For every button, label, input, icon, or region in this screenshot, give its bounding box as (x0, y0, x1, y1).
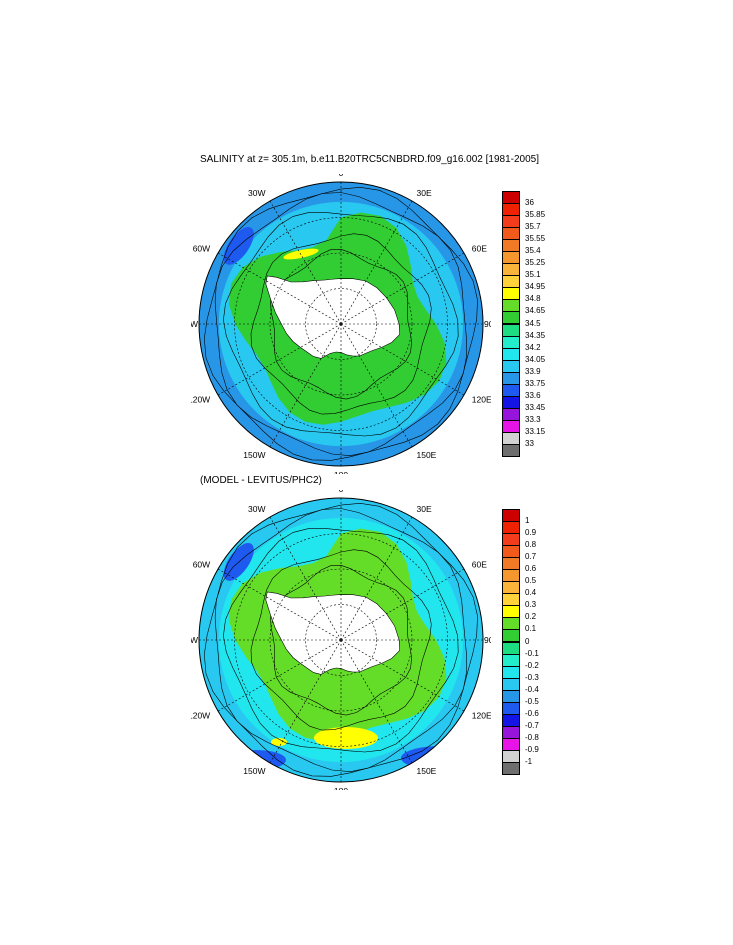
colorbar-tick-label: 34.8 (525, 294, 541, 304)
colorbar-tick-label: 0.4 (525, 588, 537, 598)
colorbar-tick-label: 0.8 (525, 540, 537, 550)
salinity-colorbar: 36 35.85 35.7 35.55 35.4 35.25 35.1 34.95 34.8 34… (500, 191, 560, 457)
longitude-label: 60W (193, 560, 210, 570)
colorbar-tick-label: -0.1 (525, 648, 539, 658)
longitude-label: 180 (334, 786, 348, 790)
colorbar-tick-label: 33 (525, 438, 534, 448)
colorbar-tick-label: 35.85 (525, 210, 546, 220)
longitude-label: 90W (191, 319, 198, 329)
longitude-label: 150W (243, 450, 265, 460)
colorbar-tick-label: 0.7 (525, 552, 537, 562)
colorbar-tick-label: -0.9 (525, 744, 539, 754)
colorbar-tick-label: -0.7 (525, 720, 539, 730)
longitude-label: 0 (339, 174, 344, 178)
colorbar-tick-label: -0.5 (525, 696, 539, 706)
colorbar-tick-label: 34.5 (525, 318, 541, 328)
longitude-label: 150E (417, 450, 437, 460)
longitude-label: 120W (191, 395, 210, 405)
longitude-label: 30W (248, 504, 265, 514)
colorbar-tick-label: 0.6 (525, 564, 537, 574)
contour-line (214, 192, 468, 457)
longitude-label: 60W (193, 244, 210, 254)
antarctica-landmass (265, 275, 401, 359)
antarctica-landmass (265, 591, 401, 675)
contour-line (203, 502, 478, 777)
colorbar-tick-label: 33.9 (525, 366, 541, 376)
longitude-label: 180 (334, 470, 348, 474)
ocean-field (199, 498, 483, 782)
longitude-label: 60E (472, 560, 487, 570)
difference-colorbar: 1 0.9 0.8 0.7 0.6 0.5 0.4 0.3 0.2 0.1 0 -0.1 -0.2 -0.… (500, 509, 560, 775)
low-patch-south (401, 746, 481, 770)
latitude-circle (269, 568, 413, 712)
longitude-label: 30E (417, 504, 432, 514)
longitude-label: 90E (484, 319, 491, 329)
colorbar-tick-label: 36 (525, 198, 534, 208)
longitude-label: 150E (417, 766, 437, 776)
colorbar-tick-label: 0 (525, 636, 530, 646)
colorbar-tick-label: 33.15 (525, 426, 546, 436)
longitude-label: 150W (243, 766, 265, 776)
colorbar-tick-label: 33.75 (525, 378, 546, 388)
ocean-field (199, 182, 483, 466)
colorbar-tick-label: 34.95 (525, 282, 546, 292)
map-border (198, 181, 484, 467)
peak-patch (314, 727, 378, 749)
colorbar-tick-label: 33.6 (525, 390, 541, 400)
colorbar-tick-label: -0.3 (525, 672, 539, 682)
colorbar-tick-label: 34.05 (525, 354, 546, 364)
latitude-circle (234, 217, 448, 431)
longitude-label: 30E (417, 188, 432, 198)
peak-patch (283, 248, 319, 260)
colorbar-tick-label: 33.3 (525, 414, 541, 424)
latitude-circle (234, 533, 448, 747)
peak-patch-small (271, 738, 287, 746)
map-border (198, 497, 484, 783)
colorbar-tick-label: 0.9 (525, 528, 537, 538)
colorbar-tick-label: 35.25 (525, 258, 546, 268)
longitude-label: 60E (472, 244, 487, 254)
longitude-label: 0 (339, 490, 344, 494)
latitude-circle (269, 252, 413, 396)
longitude-label: 30W (248, 188, 265, 198)
latitude-circle (305, 604, 377, 676)
contour-line (250, 549, 432, 731)
difference-map-title: (MODEL - LEVITUS/PHC2) (200, 475, 322, 486)
colorbar-tick-label: -0.4 (525, 684, 539, 694)
map-title: SALINITY at z= 305.1m, b.e11.B20TRC5CNBD… (200, 154, 539, 165)
contour-line (214, 508, 468, 773)
colorbar-tick-label: 34.65 (525, 306, 546, 316)
difference-polar-map: 0 30E 60E 90E 120E 150E 180 150W 120W 90W 60W 30W (191, 490, 491, 790)
longitude-label: 120E (472, 395, 491, 405)
colorbar-tick-label: 0.3 (525, 600, 537, 610)
salinity-polar-map: 0 30E 60E 90E 120E 150E 180 150W 120W 90W 60W 30W (191, 174, 491, 474)
colorbar-tick-label: 35.1 (525, 270, 541, 280)
colorbar-tick-label: -1 (525, 756, 533, 766)
colorbar-tick-label: -0.8 (525, 732, 539, 742)
colorbar-tick-label: 33.45 (525, 402, 546, 412)
longitude-label: 120W (191, 711, 210, 721)
colorbar-tick-label: 0.1 (525, 624, 537, 634)
colorbar-tick-label: 35.55 (525, 234, 546, 244)
longitude-label: 120E (472, 711, 491, 721)
colorbar-tick-label: 1 (525, 516, 530, 526)
latitude-circle (305, 288, 377, 360)
contour-line (203, 186, 478, 461)
longitude-label: 90W (191, 635, 198, 645)
colorbar-swatch (502, 443, 520, 457)
colorbar-tick-label: 35.4 (525, 246, 541, 256)
colorbar-tick-label: -0.2 (525, 660, 539, 670)
colorbar-tick-label: 34.35 (525, 330, 546, 340)
colorbar-tick-label: 0.2 (525, 612, 537, 622)
colorbar-tick-label: -0.6 (525, 708, 539, 718)
colorbar-tick-label: 34.2 (525, 342, 541, 352)
longitude-label: 90E (484, 635, 491, 645)
contour-line (250, 233, 432, 415)
colorbar-swatch (502, 761, 520, 775)
colorbar-tick-label: 0.5 (525, 576, 537, 586)
colorbar-tick-label: 35.7 (525, 222, 541, 232)
